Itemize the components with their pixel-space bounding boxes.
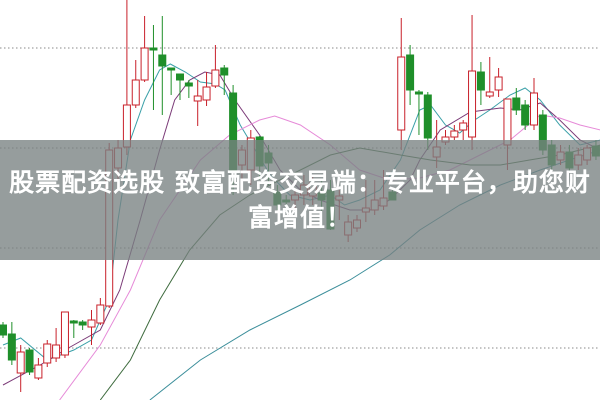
candle-down: [184, 82, 193, 87]
candle-up: [131, 79, 140, 106]
candle-up: [468, 70, 477, 138]
candle-down: [69, 320, 78, 324]
candle-up: [503, 98, 512, 146]
candle-up: [52, 344, 61, 359]
candle-up: [459, 122, 468, 131]
candle-up: [87, 319, 96, 328]
title-banner: 股票配资选股 致富配资交易端：专业平台，助您财富增值！: [0, 140, 600, 260]
candle-up: [43, 343, 52, 364]
candle-down: [521, 104, 530, 126]
candle-down: [220, 67, 229, 76]
candle-down: [414, 91, 423, 95]
candle-up: [96, 304, 105, 324]
banner-title: 股票配资选股 致富配资交易端：专业平台，助您财富增值！: [9, 168, 591, 232]
candle-down: [167, 67, 176, 71]
candle-down: [406, 54, 415, 91]
candle-up: [397, 56, 406, 131]
candle-down: [512, 97, 521, 111]
candle-up: [450, 130, 459, 138]
candle-down: [25, 349, 34, 373]
candle-down: [158, 54, 167, 67]
candle-up: [60, 311, 69, 356]
candle-up: [34, 364, 43, 379]
candle-up: [140, 47, 149, 81]
candle-down: [7, 333, 16, 361]
candle-up: [530, 92, 538, 126]
candle-up: [494, 76, 503, 91]
candle-up: [211, 69, 220, 87]
candle-down: [149, 47, 158, 51]
candle-down: [476, 71, 485, 91]
candle-up: [193, 95, 202, 102]
candle-up: [16, 351, 25, 374]
candle-down: [78, 321, 87, 326]
candle-up: [202, 86, 211, 101]
candle-down: [0, 324, 7, 336]
candle-up: [485, 91, 494, 97]
candle-down: [176, 73, 184, 81]
candle-down: [423, 94, 432, 139]
